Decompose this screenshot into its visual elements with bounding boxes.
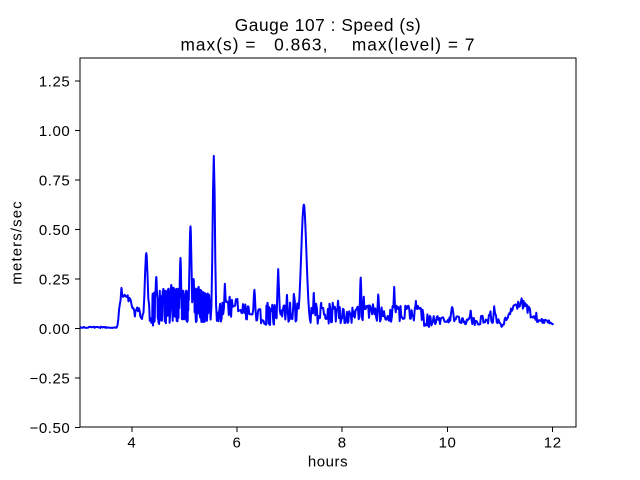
svg-text:8: 8 <box>338 435 347 452</box>
svg-text:12: 12 <box>544 435 562 452</box>
svg-text:max(s) = 0.863, max(level: max(s) = 0.863, max(level) = 7 <box>180 34 475 54</box>
svg-text:0.00: 0.00 <box>39 321 70 338</box>
svg-text:−0.25: −0.25 <box>30 371 71 388</box>
svg-text:4: 4 <box>127 435 136 452</box>
svg-text:1.00: 1.00 <box>39 123 70 140</box>
svg-text:meters/sec: meters/sec <box>9 200 26 284</box>
svg-text:−0.50: −0.50 <box>30 420 71 437</box>
svg-text:1.25: 1.25 <box>39 74 70 91</box>
svg-text:0.75: 0.75 <box>39 173 70 190</box>
svg-text:6: 6 <box>233 435 242 452</box>
svg-text:Gauge 107 : Speed (s): Gauge 107 : Speed (s) <box>235 15 421 35</box>
svg-text:0.50: 0.50 <box>39 222 70 239</box>
svg-text:0.25: 0.25 <box>39 272 70 289</box>
svg-text:hours: hours <box>308 453 348 470</box>
svg-text:10: 10 <box>439 435 457 452</box>
